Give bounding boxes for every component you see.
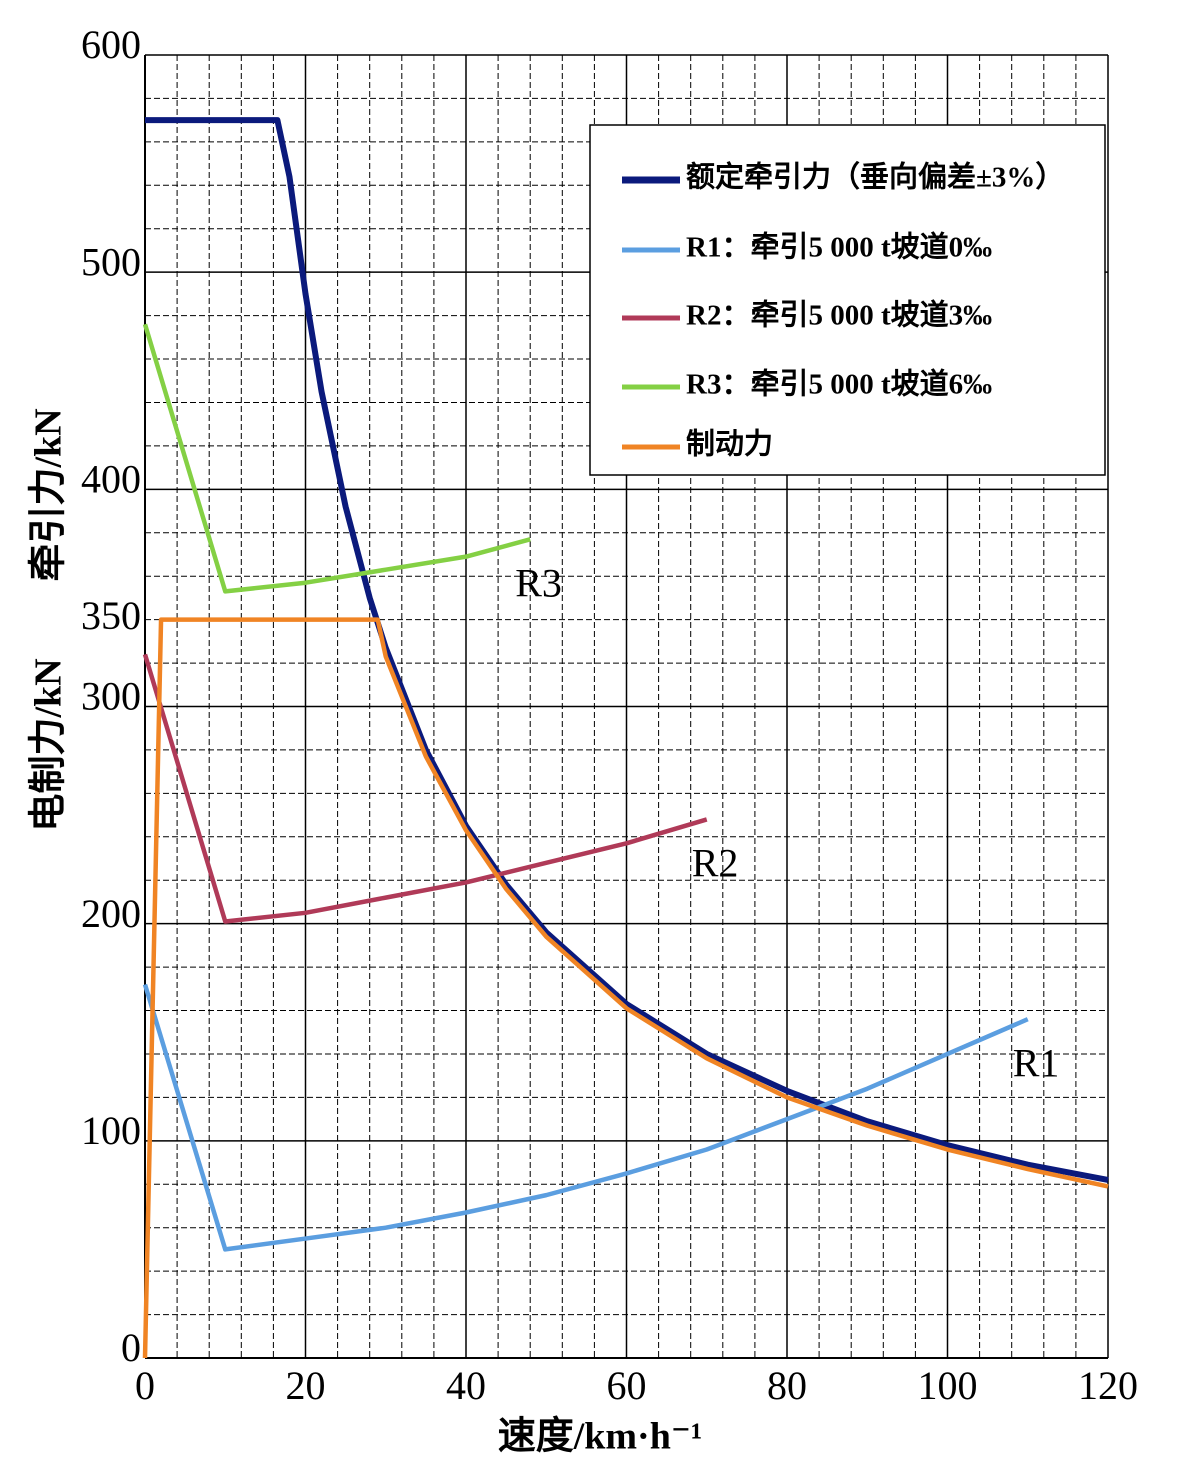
y-tick-label: 200: [81, 891, 141, 936]
series-line: [142, 617, 1109, 1359]
x-tick-label: 40: [446, 1363, 486, 1408]
x-axis-title: 速度/km·h⁻¹: [498, 1416, 703, 1458]
x-tick-label: 0: [135, 1363, 155, 1408]
y-tick-label: 500: [81, 239, 141, 284]
legend-label: 额定牵引力（垂向偏差±3%）: [686, 160, 1064, 194]
curve-label: R1: [1013, 1040, 1060, 1085]
y-axis-title-2: 电制力/kN: [28, 658, 70, 831]
legend-label: R2：牵引5 000 t坡道3‰: [686, 299, 992, 332]
y-tick-label: 600: [81, 22, 141, 67]
x-tick-label: 80: [767, 1363, 807, 1408]
x-tick-label: 60: [607, 1363, 647, 1408]
y-tick-label: 0: [121, 1325, 141, 1370]
legend-label: R3：牵引5 000 t坡道6‰: [686, 368, 992, 401]
curve-label: R3: [515, 560, 562, 605]
y-tick-label: 300: [81, 674, 141, 719]
braking-max-label: 350: [81, 593, 141, 638]
x-tick-label: 100: [918, 1363, 978, 1408]
series-line: [142, 323, 531, 594]
legend: 额定牵引力（垂向偏差±3%） R1：牵引5 000 t坡道0‰ R2：牵引5 000…: [589, 124, 1106, 476]
y-axis-title: 牵引力/kN: [28, 408, 70, 581]
x-tick-label: 20: [286, 1363, 326, 1408]
y-tick-label: 100: [81, 1108, 141, 1153]
series-line: [142, 983, 1029, 1252]
curve-label: R2: [692, 841, 739, 886]
series-line: [142, 653, 708, 924]
legend-label: 制动力: [686, 428, 773, 461]
x-tick-label: 120: [1078, 1363, 1138, 1408]
y-tick-label: 400: [81, 457, 141, 502]
legend-label: R1：牵引5 000 t坡道0‰: [686, 231, 992, 264]
